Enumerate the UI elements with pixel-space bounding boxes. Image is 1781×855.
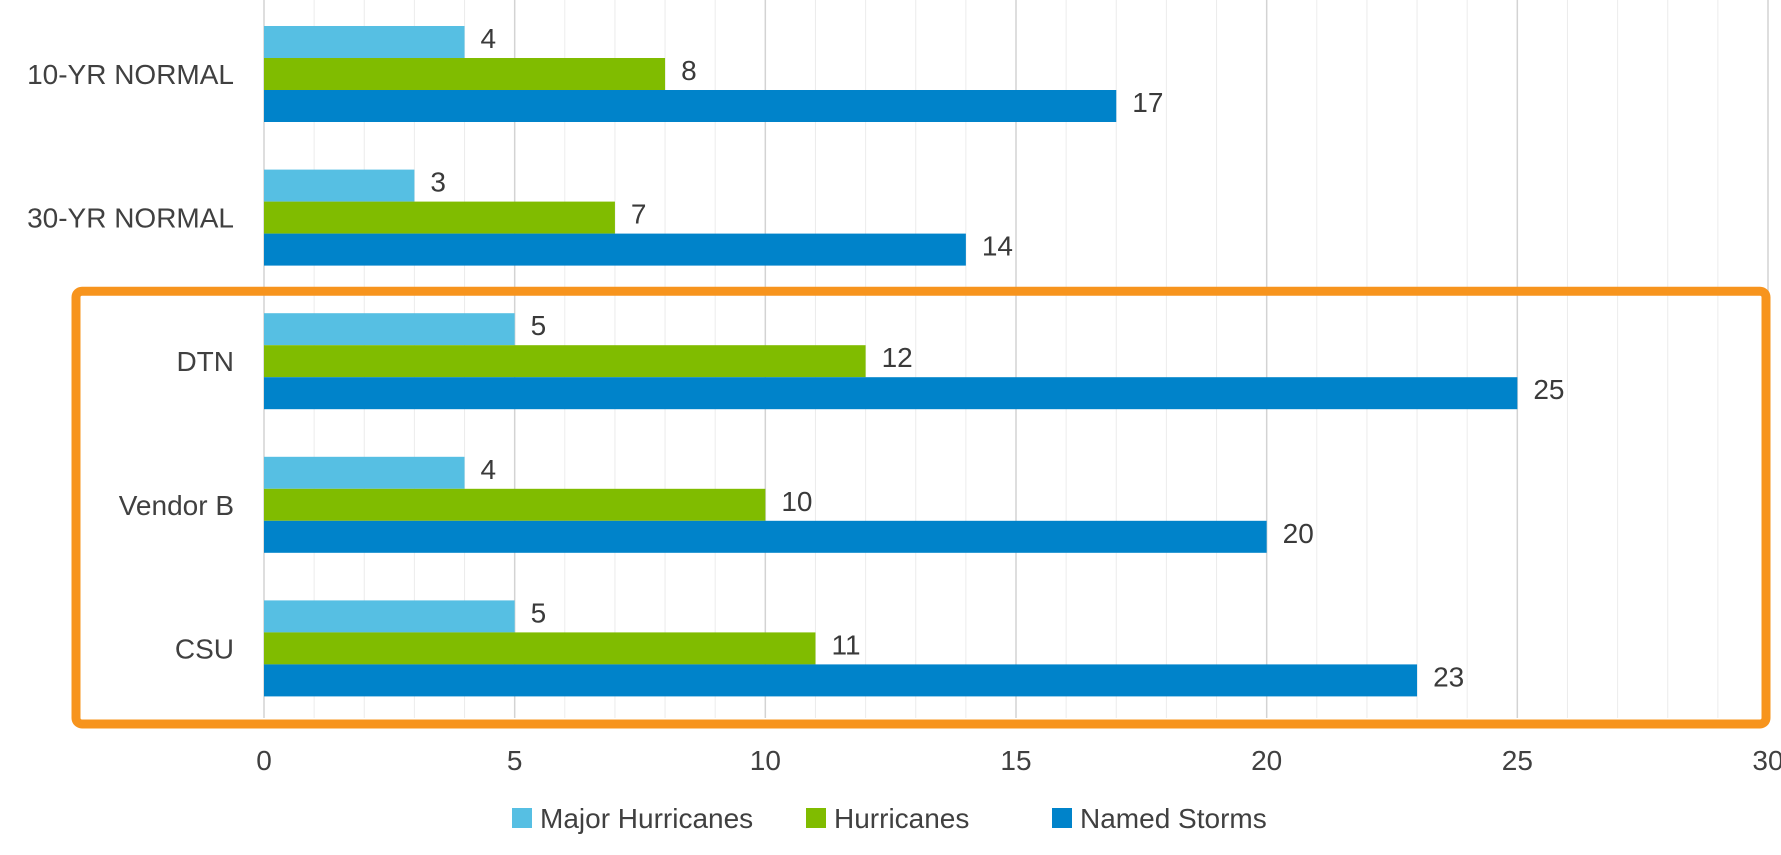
data-label: 20 — [1283, 518, 1314, 549]
x-tick-label: 20 — [1251, 745, 1282, 776]
legend-label: Hurricanes — [834, 803, 969, 834]
bar-major-hurricanes — [264, 169, 415, 202]
data-label: 5 — [531, 310, 547, 341]
category-label: DTN — [176, 346, 234, 377]
x-tick-label: 5 — [507, 745, 523, 776]
data-label: 11 — [831, 629, 860, 660]
data-label: 25 — [1533, 374, 1564, 405]
data-label: 10 — [781, 486, 812, 517]
data-label: 12 — [882, 342, 913, 373]
highlight-box — [71, 286, 1771, 729]
bar-major-hurricanes — [264, 600, 515, 633]
bar-named-storms — [264, 520, 1267, 553]
bar-hurricanes — [264, 632, 816, 665]
bar-hurricanes — [264, 488, 766, 521]
bar-named-storms — [264, 233, 966, 266]
category-label: Vendor B — [119, 490, 234, 521]
bar-named-storms — [264, 90, 1117, 122]
x-tick-label: 30 — [1752, 745, 1781, 776]
bar-hurricanes — [264, 345, 866, 378]
data-label: 8 — [681, 55, 697, 86]
bar-named-storms — [264, 664, 1418, 697]
data-label: 14 — [982, 231, 1013, 262]
bar-hurricanes — [264, 58, 666, 90]
legend-label: Named Storms — [1080, 803, 1267, 834]
data-label: 4 — [481, 454, 497, 485]
data-label: 17 — [1132, 87, 1163, 118]
category-label: 10-YR NORMAL — [27, 59, 234, 90]
legend-swatch-named-storms — [1052, 808, 1072, 828]
bar-hurricanes — [264, 201, 615, 234]
data-label: 7 — [631, 199, 647, 230]
bar-named-storms — [264, 377, 1518, 410]
data-label: 4 — [481, 23, 497, 54]
bar-major-hurricanes — [264, 313, 515, 346]
x-tick-label: 25 — [1502, 745, 1533, 776]
legend-swatch-hurricanes — [806, 808, 826, 828]
legend-swatch-major-hurricanes — [512, 808, 532, 828]
x-tick-label: 15 — [1000, 745, 1031, 776]
bar-major-hurricanes — [264, 456, 465, 489]
category-label: CSU — [175, 633, 234, 664]
data-label: 5 — [531, 597, 547, 628]
legend-label: Major Hurricanes — [540, 803, 753, 834]
x-tick-label: 0 — [256, 745, 272, 776]
category-label: 30-YR NORMAL — [27, 203, 234, 234]
bar-major-hurricanes — [264, 26, 465, 58]
data-label: 23 — [1433, 661, 1464, 692]
x-tick-label: 10 — [750, 745, 781, 776]
data-label: 3 — [430, 167, 446, 198]
